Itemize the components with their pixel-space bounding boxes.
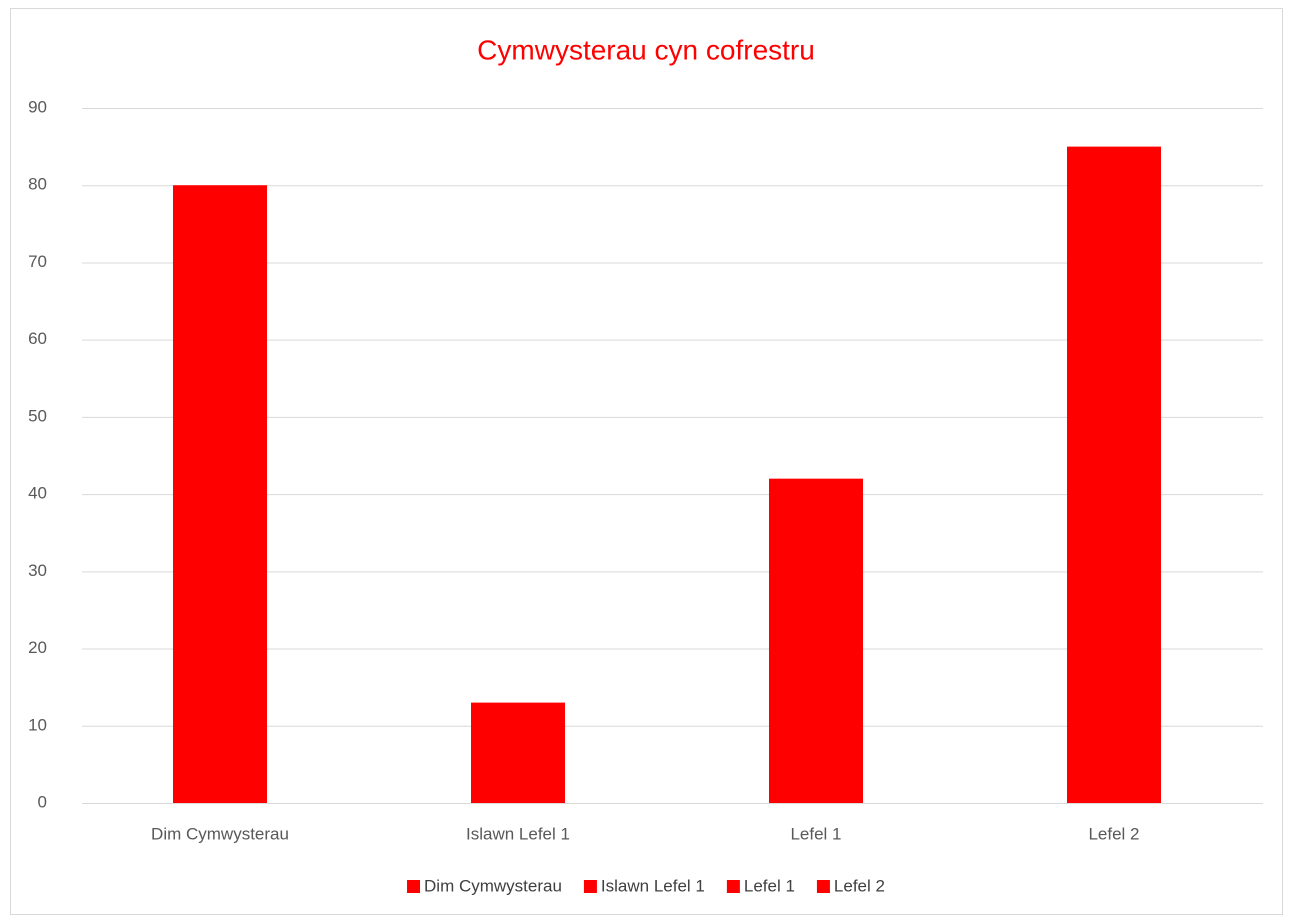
bar <box>769 478 863 803</box>
y-tick-label: 80 <box>28 175 47 194</box>
x-tick-label: Lefel 1 <box>790 824 841 843</box>
y-tick-label: 60 <box>28 329 47 348</box>
legend-label: Lefel 1 <box>744 876 795 895</box>
legend-swatch <box>726 880 740 893</box>
y-tick-label: 90 <box>28 97 47 116</box>
legend-label: Dim Cymwysterau <box>424 876 562 895</box>
legend-label: Lefel 2 <box>834 876 885 895</box>
y-tick-label: 0 <box>38 792 47 811</box>
legend-label: Islawn Lefel 1 <box>601 876 705 895</box>
chart-title: Cymwysterau cyn cofrestru <box>477 34 815 65</box>
bar <box>471 702 565 803</box>
y-tick-label: 20 <box>28 638 47 657</box>
x-tick-label: Dim Cymwysterau <box>151 824 289 843</box>
legend-swatch <box>816 880 830 893</box>
x-tick-label: Islawn Lefel 1 <box>466 824 570 843</box>
y-tick-label: 70 <box>28 252 47 271</box>
legend-swatch <box>583 880 597 893</box>
legend-swatch <box>407 880 421 893</box>
y-tick-label: 40 <box>28 484 47 503</box>
bar <box>173 185 267 803</box>
bar <box>1067 146 1161 804</box>
y-tick-label: 50 <box>28 406 47 425</box>
y-tick-label: 30 <box>28 561 47 580</box>
x-tick-label: Lefel 2 <box>1088 824 1139 843</box>
y-tick-label: 10 <box>28 715 47 734</box>
